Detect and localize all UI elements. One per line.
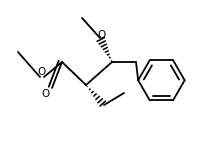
- Text: O: O: [98, 30, 106, 40]
- Text: O: O: [37, 67, 45, 77]
- Text: O: O: [42, 89, 50, 99]
